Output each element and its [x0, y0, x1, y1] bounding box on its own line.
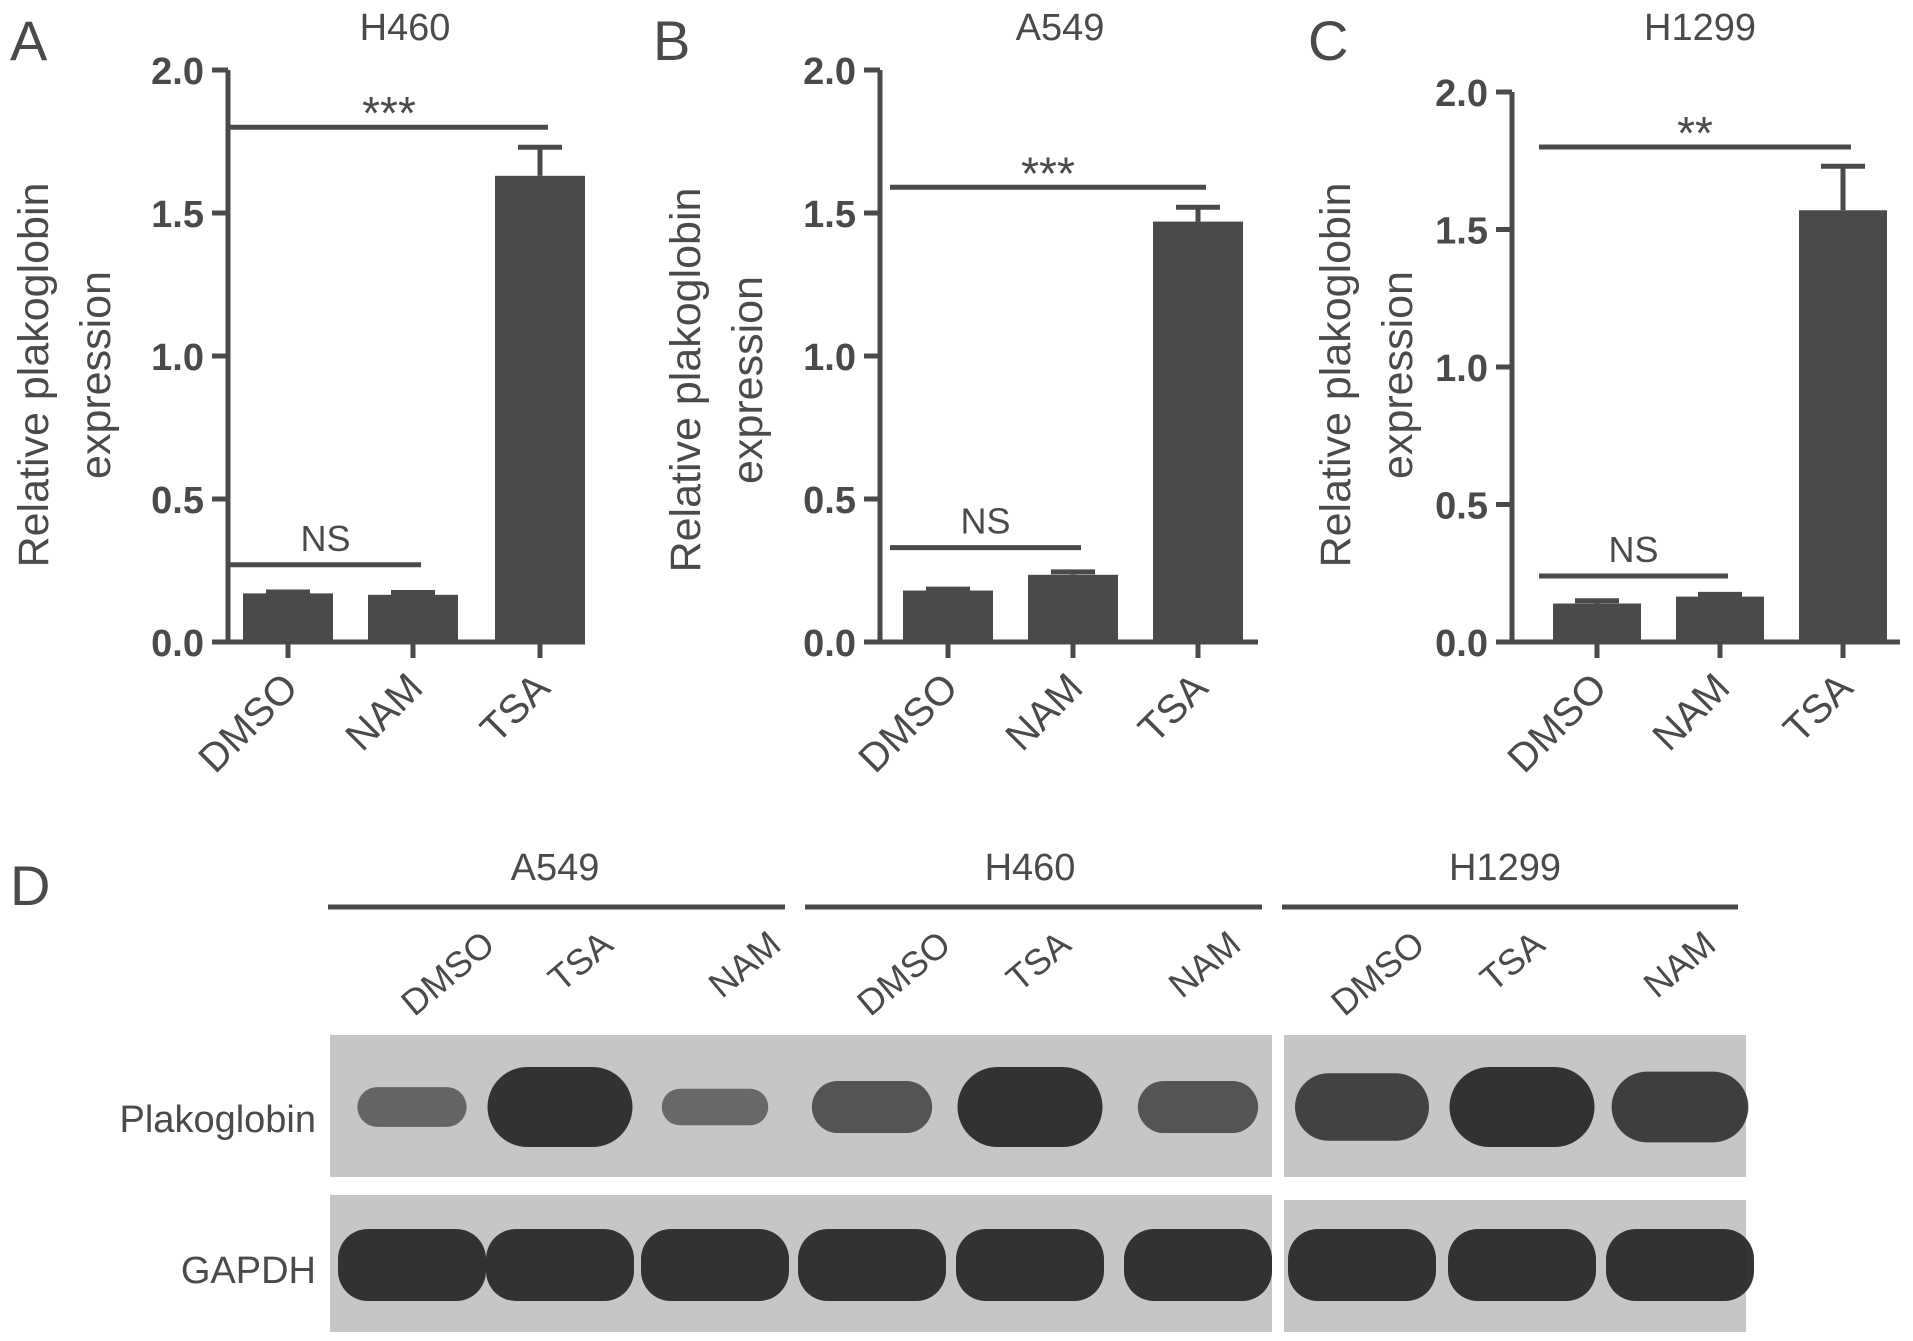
bar [368, 594, 458, 642]
lane-label: TSA [998, 923, 1078, 999]
blot-group-labels: A549 H460 H1299 [328, 847, 1738, 910]
y-axis-label-line2: expression [724, 276, 772, 484]
gapdh-band [1124, 1229, 1272, 1301]
blot-bands [338, 1067, 1754, 1301]
y-tick-label: 1.0 [1435, 348, 1488, 390]
x-tick-label: DMSO [1499, 665, 1615, 781]
x-tick-label: NAM [1644, 665, 1738, 759]
lane-label: TSA [540, 923, 620, 999]
lane-label: NAM [701, 923, 789, 1006]
blot-membrane-plakoglobin-left [330, 1035, 1272, 1177]
y-tick-label: 1.5 [1435, 211, 1488, 253]
lane-label: TSA [1472, 923, 1552, 999]
y-axis-label: Relative plakoglobin [662, 188, 710, 573]
lane-label: NAM [1636, 923, 1724, 1006]
plakoglobin-band [811, 1080, 933, 1134]
lane-label: DMSO [393, 923, 502, 1024]
x-tick-label: DMSO [190, 665, 306, 781]
panel-label-c: C [1308, 9, 1348, 72]
plakoglobin-band [1611, 1071, 1749, 1143]
row-label-plakoglobin: Plakoglobin [120, 1099, 316, 1141]
plakoglobin-band [1137, 1080, 1259, 1134]
chart-title: H460 [360, 7, 451, 49]
y-axis-label-line2: expression [72, 271, 120, 479]
y-axis-label-line2: expression [1374, 271, 1422, 479]
x-tick-label: TSA [1130, 665, 1216, 751]
chart-c: H1299 Relative plakoglobin expression 0.… [1312, 7, 1900, 781]
y-tick-label: 1.5 [803, 194, 856, 236]
y-tick-label: 1.0 [151, 337, 204, 379]
y-tick-label: 0.0 [803, 623, 856, 665]
y-tick-label: 2.0 [1435, 73, 1488, 115]
plakoglobin-band [661, 1088, 769, 1126]
lane-labels: DMSO TSA NAM DMSO TSA NAM DMSO TSA NAM [393, 923, 1723, 1024]
gapdh-band [1606, 1229, 1754, 1301]
significance-label: *** [362, 87, 416, 139]
plakoglobin-band [957, 1067, 1103, 1147]
x-tick-label: DMSO [850, 665, 966, 781]
plot-area-c: 0.0 0.5 1.0 1.5 2.0 DMSO NAM TSA ** NS [1435, 73, 1900, 781]
plot-area-a: 0.0 0.5 1.0 1.5 2.0 DMSO NAM TSA *** NS [151, 51, 585, 781]
blot-group-label: A549 [511, 847, 600, 889]
panel-label-a: A [10, 9, 48, 72]
significance-label: *** [1021, 147, 1075, 199]
y-tick-label: 0.0 [151, 623, 204, 665]
bar [1028, 574, 1118, 642]
bar [495, 175, 585, 642]
bar [903, 590, 993, 642]
bar [1676, 596, 1764, 642]
y-tick-label: 0.5 [1435, 486, 1488, 528]
gapdh-band [1448, 1229, 1596, 1301]
bar [1799, 210, 1887, 642]
gapdh-band [798, 1229, 946, 1301]
panel-label-b: B [653, 9, 690, 72]
gapdh-band [1288, 1229, 1436, 1301]
x-tick-label: NAM [337, 665, 431, 759]
chart-b: A549 Relative plakoglobin expression 0.0… [662, 7, 1258, 781]
significance-label: NS [300, 518, 350, 559]
y-tick-label: 1.5 [151, 194, 204, 236]
y-tick-label: 2.0 [151, 51, 204, 93]
bar [1153, 221, 1243, 642]
chart-title: A549 [1016, 7, 1105, 49]
significance-label: NS [1608, 529, 1658, 570]
gapdh-band [338, 1229, 486, 1301]
y-axis-label: Relative plakoglobin [1312, 183, 1360, 568]
x-tick-label: TSA [472, 665, 558, 751]
chart-a: H460 Relative plakoglobin expression 0.0… [10, 7, 585, 781]
gapdh-band [956, 1229, 1104, 1301]
chart-title: H1299 [1644, 7, 1756, 49]
y-tick-label: 2.0 [803, 51, 856, 93]
y-axis-label: Relative plakoglobin [10, 183, 58, 568]
blot-group-label: H1299 [1449, 847, 1561, 889]
plot-area-b: 0.0 0.5 1.0 1.5 2.0 DMSO NAM TSA *** NS [803, 51, 1258, 781]
blot-group-label: H460 [985, 847, 1076, 889]
plakoglobin-band [1449, 1067, 1595, 1147]
bar [243, 593, 333, 642]
plakoglobin-band [357, 1087, 467, 1127]
plakoglobin-band [1295, 1073, 1429, 1141]
bar [1553, 603, 1641, 642]
lane-label: NAM [1161, 923, 1249, 1006]
significance-label: ** [1677, 107, 1713, 159]
significance-label: NS [960, 501, 1010, 542]
y-tick-label: 0.5 [151, 480, 204, 522]
lane-label: DMSO [849, 923, 958, 1024]
western-blot: A549 H460 H1299 DMSO TSA NAM DMSO TSA NA… [120, 847, 1754, 1332]
gapdh-band [486, 1229, 634, 1301]
y-tick-label: 0.0 [1435, 623, 1488, 665]
x-tick-label: TSA [1775, 665, 1861, 751]
panel-label-d: D [10, 854, 50, 917]
y-tick-label: 1.0 [803, 337, 856, 379]
y-tick-label: 0.5 [803, 480, 856, 522]
x-tick-label: NAM [997, 665, 1091, 759]
plakoglobin-band [487, 1067, 633, 1147]
row-label-gapdh: GAPDH [181, 1250, 316, 1292]
lane-label: DMSO [1323, 923, 1432, 1024]
gapdh-band [641, 1229, 789, 1301]
